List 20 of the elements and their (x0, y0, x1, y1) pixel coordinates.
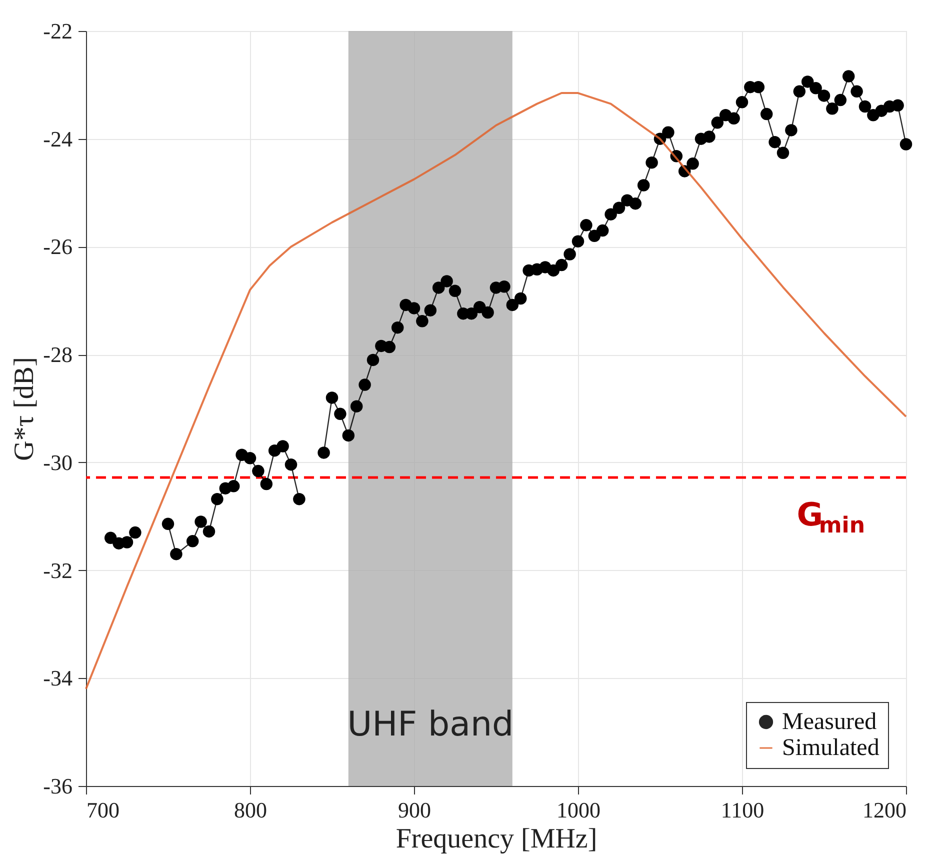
x-tick-label: 1000 (556, 798, 600, 822)
band-label: UHF band (347, 704, 514, 745)
y-tick-label: -34 (43, 666, 72, 691)
x-tick-label: 700 (86, 798, 120, 822)
x-tick-label: 900 (398, 798, 431, 822)
legend-label: Measured (782, 709, 877, 735)
y-tick-label: -36 (43, 774, 72, 798)
line-series (85, 92, 907, 690)
x-tick-label: 800 (234, 798, 267, 822)
y-tick-label: -30 (43, 450, 72, 475)
y-axis-title: G*τ [dB] (9, 357, 40, 461)
y-tick-label: -28 (43, 342, 72, 368)
x-axis-title: Frequency [MHz] (396, 824, 598, 854)
legend-label: Simulated (782, 735, 880, 761)
y-tick-label: -26 (43, 234, 72, 260)
x-tick-label: 1200 (862, 798, 906, 822)
y-tick-label: -22 (43, 18, 72, 44)
y-tick-label: -32 (43, 558, 72, 583)
x-tick-label: 1100 (720, 798, 764, 822)
y-tick-label: -24 (43, 126, 72, 152)
